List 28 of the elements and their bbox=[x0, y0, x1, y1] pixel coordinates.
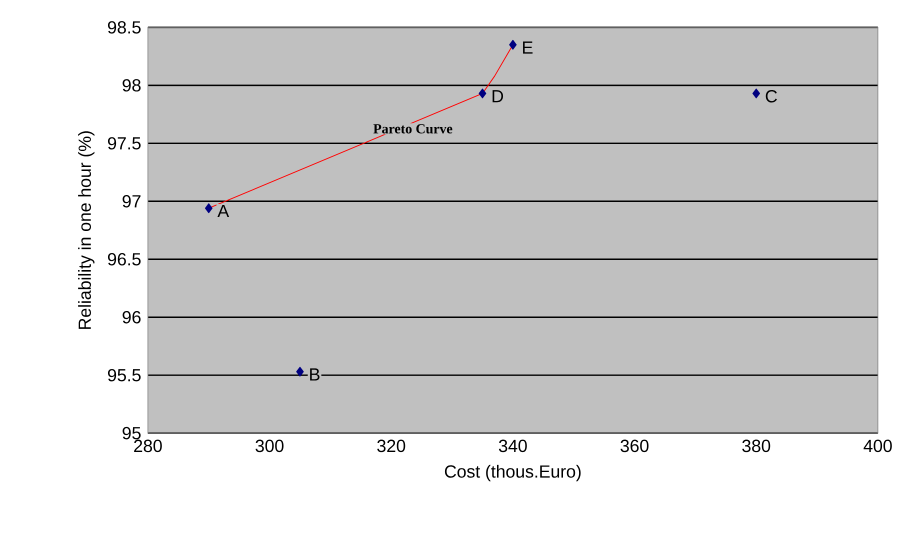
x-tick-label: 320 bbox=[377, 440, 406, 452]
y-tick-label: 95 bbox=[122, 426, 141, 440]
x-tick-label: 380 bbox=[742, 440, 770, 452]
y-tick-label: 95.5 bbox=[108, 368, 141, 382]
x-tick-label: 280 bbox=[134, 440, 162, 452]
annotation: B bbox=[310, 368, 320, 381]
y-axis-title: Reliability in one hour (%) bbox=[78, 131, 94, 329]
x-tick-label: 360 bbox=[620, 440, 649, 452]
point bbox=[752, 88, 760, 98]
annotation: D bbox=[492, 90, 504, 102]
point bbox=[204, 203, 213, 214]
x-axis-title: Cost (thous.Euro) bbox=[444, 464, 581, 482]
point bbox=[478, 88, 486, 98]
x-tick-label: 300 bbox=[256, 440, 284, 452]
point bbox=[509, 40, 517, 50]
point bbox=[296, 366, 304, 377]
y-tick-label: 96 bbox=[122, 310, 141, 324]
annotation: A bbox=[217, 204, 230, 218]
annotation: C bbox=[766, 90, 777, 102]
y-tick-label: 97.5 bbox=[108, 137, 141, 150]
y-tick-label: 98 bbox=[122, 79, 141, 92]
x-tick-label: 340 bbox=[498, 440, 527, 452]
x-tick-label: 400 bbox=[864, 440, 892, 452]
annotation: Pareto Curve bbox=[373, 124, 452, 134]
annotation: E bbox=[523, 41, 533, 54]
y-tick-label: 97 bbox=[122, 195, 140, 208]
y-tick-label: 98.5 bbox=[108, 21, 141, 34]
y-tick-label: 96.5 bbox=[108, 253, 141, 266]
